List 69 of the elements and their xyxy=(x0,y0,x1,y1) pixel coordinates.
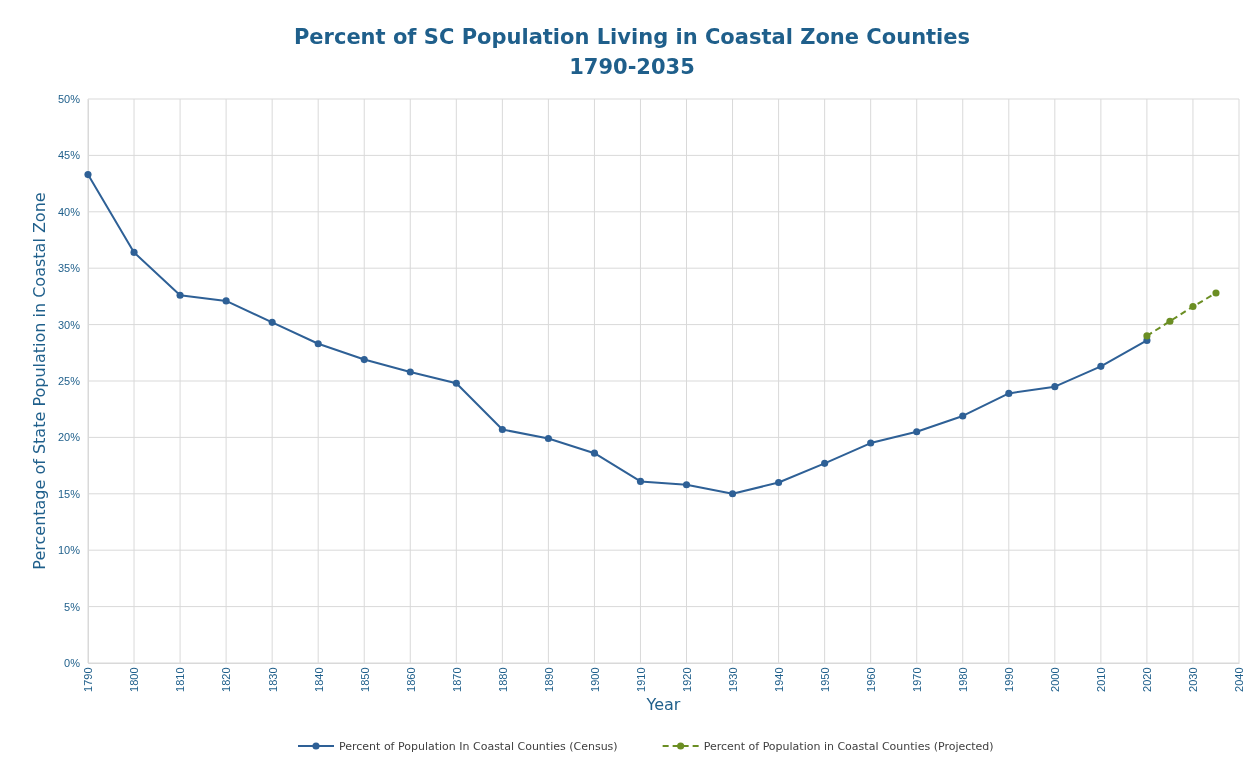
point xyxy=(1051,383,1059,391)
x-tick-label: 1890 xyxy=(542,667,555,692)
y-tick-label: 30% xyxy=(57,318,81,331)
x-tick-label: 1860 xyxy=(404,667,417,692)
point xyxy=(590,449,599,457)
y-tick-label: 5% xyxy=(64,600,81,613)
y-tick-label: 35% xyxy=(57,262,81,275)
point xyxy=(1212,289,1220,297)
x-tick-label: 2010 xyxy=(1095,667,1108,692)
legend-label: Percent of Population In Coastal Counties (Census) xyxy=(339,740,618,753)
point xyxy=(176,291,184,299)
x-tick-label: 1960 xyxy=(865,667,878,692)
x-tick-label: 1980 xyxy=(957,667,970,692)
x-tick-label: 1970 xyxy=(911,667,924,692)
point xyxy=(1143,332,1151,340)
x-tick-label: 1900 xyxy=(588,667,601,692)
point xyxy=(959,412,967,420)
point xyxy=(222,297,230,305)
y-tick-label: 50% xyxy=(57,93,81,106)
x-tick-label: 1990 xyxy=(1003,667,1016,692)
x-tick-label: 2000 xyxy=(1049,667,1062,692)
chart-title: Percent of SC Population Living in Coastal Zone Counties 1790-2035 xyxy=(293,25,971,79)
x-tick-label: 1910 xyxy=(634,667,647,692)
point xyxy=(84,171,92,179)
x-tick-label: 1940 xyxy=(772,667,785,692)
point xyxy=(775,478,783,487)
x-tick-label: 2020 xyxy=(1141,667,1154,692)
x-tick-label: 1810 xyxy=(174,667,187,692)
x-tick-label: 1800 xyxy=(128,667,141,692)
y-tick-label: 45% xyxy=(57,149,81,162)
x-tick-label: 1790 xyxy=(82,667,95,692)
point xyxy=(682,481,691,489)
point xyxy=(728,490,737,498)
x-tick-label: 2040 xyxy=(1233,667,1246,692)
x-tick-label: 1830 xyxy=(266,667,279,692)
point xyxy=(360,356,368,364)
point xyxy=(1005,389,1013,397)
point xyxy=(636,477,645,485)
point xyxy=(913,428,921,436)
y-axis-title: Percentage of State Population in Coastal Zone xyxy=(30,192,49,570)
y-tick-label: 20% xyxy=(57,431,81,444)
y-tick-label: 25% xyxy=(57,375,81,388)
y-tick-label: 10% xyxy=(57,544,81,557)
y-tick-label: 40% xyxy=(57,205,81,218)
point xyxy=(867,439,875,447)
x-tick-label: 1950 xyxy=(818,667,831,692)
x-tick-label: 2030 xyxy=(1187,667,1200,692)
x-tick-label: 1850 xyxy=(358,667,371,692)
y-tick-label: 0% xyxy=(64,657,81,670)
x-tick-label: 1920 xyxy=(680,667,693,692)
point xyxy=(406,368,414,376)
x-tick-label: 1820 xyxy=(220,667,233,692)
point xyxy=(821,459,829,467)
x-tick-label: 1930 xyxy=(726,667,739,692)
point xyxy=(452,379,460,387)
x-axis-title: Year xyxy=(645,695,681,714)
point xyxy=(130,248,138,256)
legend-label: Percent of Population in Coastal Counties (Projected) xyxy=(703,740,994,753)
point xyxy=(498,425,506,434)
point xyxy=(314,340,322,348)
y-tick-label: 15% xyxy=(57,487,81,500)
x-tick-label: 1840 xyxy=(312,667,325,692)
x-tick-label: 1880 xyxy=(496,667,509,692)
x-tick-label: 1870 xyxy=(450,667,463,692)
point xyxy=(268,318,276,326)
point xyxy=(1097,362,1105,370)
point xyxy=(1166,317,1174,325)
point xyxy=(1189,302,1197,311)
point xyxy=(544,434,552,443)
